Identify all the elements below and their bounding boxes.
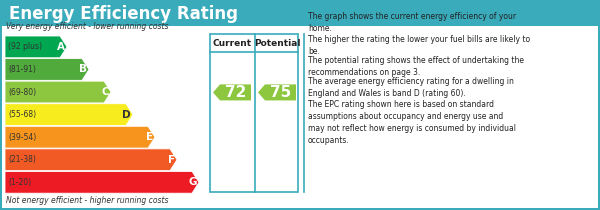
- Text: B: B: [79, 64, 87, 75]
- Text: The potential rating shows the effect of undertaking the
recommendations on page: The potential rating shows the effect of…: [308, 56, 524, 77]
- Text: The higher the rating the lower your fuel bills are likely to
be.: The higher the rating the lower your fue…: [308, 35, 530, 56]
- Polygon shape: [5, 171, 199, 193]
- Text: (81-91): (81-91): [8, 65, 36, 74]
- Text: (21-38): (21-38): [8, 155, 36, 164]
- FancyBboxPatch shape: [210, 34, 298, 192]
- Text: 75: 75: [271, 85, 292, 100]
- Text: Not energy efficient - higher running costs: Not energy efficient - higher running co…: [6, 196, 169, 205]
- Text: A: A: [57, 42, 65, 52]
- Polygon shape: [213, 84, 251, 100]
- Polygon shape: [5, 81, 111, 103]
- Text: Energy Efficiency Rating: Energy Efficiency Rating: [9, 5, 238, 23]
- Polygon shape: [5, 59, 89, 80]
- Polygon shape: [5, 126, 155, 148]
- Text: C: C: [101, 87, 109, 97]
- Text: The EPC rating shown here is based on standard
assumptions about occupancy and e: The EPC rating shown here is based on st…: [308, 100, 516, 146]
- Text: E: E: [146, 132, 153, 142]
- Text: (39-54): (39-54): [8, 133, 36, 142]
- Text: (55-68): (55-68): [8, 110, 36, 119]
- Text: 72: 72: [226, 85, 247, 100]
- Text: G: G: [188, 177, 197, 187]
- Polygon shape: [5, 104, 133, 126]
- Text: Potential: Potential: [254, 38, 300, 47]
- Text: (1-20): (1-20): [8, 178, 31, 187]
- Text: (69-80): (69-80): [8, 88, 36, 97]
- Polygon shape: [258, 84, 296, 100]
- Polygon shape: [5, 36, 67, 58]
- Text: The average energy efficiency rating for a dwelling in
England and Wales is band: The average energy efficiency rating for…: [308, 77, 514, 98]
- FancyBboxPatch shape: [2, 2, 598, 208]
- FancyBboxPatch shape: [2, 2, 598, 26]
- Text: Current: Current: [212, 38, 251, 47]
- Polygon shape: [5, 149, 177, 171]
- Text: F: F: [168, 155, 175, 165]
- Text: The graph shows the current energy efficiency of your
home.: The graph shows the current energy effic…: [308, 12, 516, 33]
- Text: Very energy efficient - lower running costs: Very energy efficient - lower running co…: [6, 22, 169, 31]
- Text: D: D: [122, 110, 131, 120]
- Text: (92 plus): (92 plus): [8, 42, 42, 51]
